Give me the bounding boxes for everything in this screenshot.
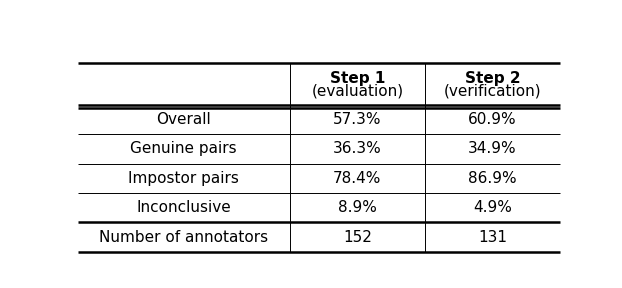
Text: 78.4%: 78.4% bbox=[333, 171, 381, 186]
Text: 86.9%: 86.9% bbox=[468, 171, 517, 186]
Text: Number of annotators: Number of annotators bbox=[100, 230, 268, 245]
Text: 60.9%: 60.9% bbox=[468, 112, 517, 127]
Text: Overall: Overall bbox=[156, 112, 211, 127]
Text: 8.9%: 8.9% bbox=[338, 200, 377, 215]
Text: 131: 131 bbox=[478, 230, 507, 245]
Text: 152: 152 bbox=[343, 230, 372, 245]
Text: 34.9%: 34.9% bbox=[468, 141, 517, 156]
Text: 4.9%: 4.9% bbox=[473, 200, 512, 215]
Text: (verification): (verification) bbox=[443, 83, 541, 98]
Text: Step 2: Step 2 bbox=[465, 71, 520, 86]
Text: 57.3%: 57.3% bbox=[333, 112, 381, 127]
Text: Impostor pairs: Impostor pairs bbox=[128, 171, 239, 186]
Text: Genuine pairs: Genuine pairs bbox=[131, 141, 237, 156]
Text: (evaluation): (evaluation) bbox=[311, 83, 404, 98]
Text: Step 1: Step 1 bbox=[330, 71, 385, 86]
Text: Inconclusive: Inconclusive bbox=[136, 200, 231, 215]
Text: 36.3%: 36.3% bbox=[333, 141, 382, 156]
